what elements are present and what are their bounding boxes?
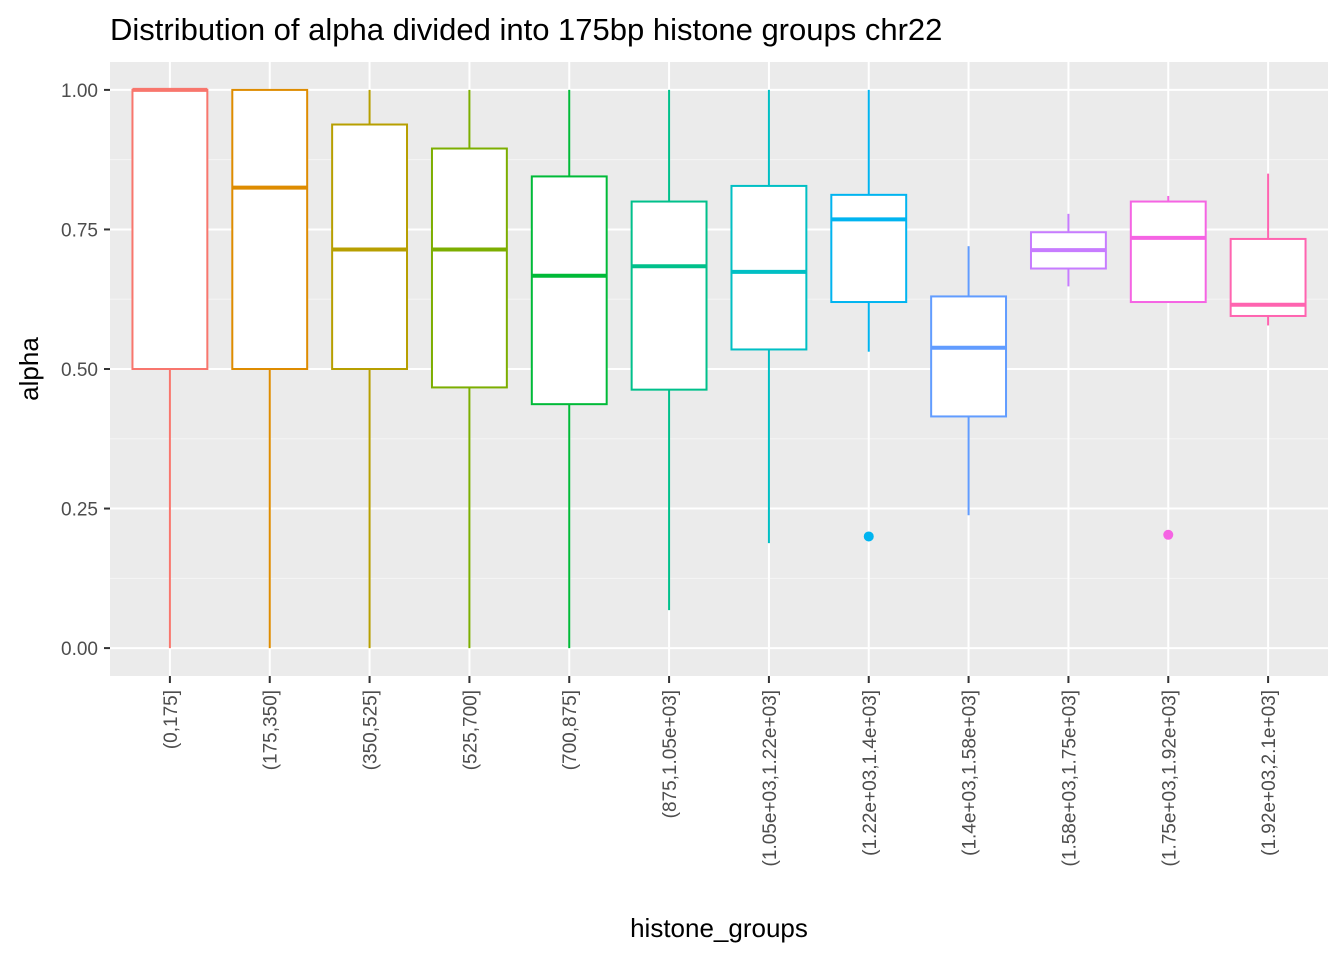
- box-group: [1229, 173, 1307, 326]
- box-group: [131, 87, 209, 649]
- box-group: [930, 246, 1008, 516]
- box-iqr: [1129, 200, 1207, 304]
- outlier-point: [863, 531, 874, 542]
- y-tick-label: 1.00: [61, 81, 98, 102]
- box-iqr: [430, 147, 508, 389]
- x-tick-label: (350,525]: [361, 690, 382, 770]
- box-iqr: [630, 200, 708, 391]
- x-tick-label: (1.4e+03,1.58e+03]: [960, 690, 981, 856]
- chart-title: Distribution of alpha divided into 175bp…: [110, 12, 942, 47]
- x-tick-label: (875,1.05e+03]: [660, 690, 681, 818]
- axes: 0.00 0.25 0.50 0.75 1.00 (0,175] (175,350] (350…: [61, 81, 1280, 867]
- box-group: [630, 89, 708, 611]
- box-group: [530, 89, 608, 649]
- box-iqr: [930, 295, 1008, 418]
- box-group: [1029, 213, 1107, 287]
- y-tick-label: 0.50: [61, 360, 98, 381]
- y-tick-label: 0.75: [61, 220, 98, 241]
- x-tick-label: (1.05e+03,1.22e+03]: [760, 690, 781, 866]
- box-group: [430, 89, 508, 649]
- x-tick-label: (525,700]: [460, 690, 481, 770]
- box-group: [730, 89, 808, 544]
- box-iqr: [730, 184, 808, 351]
- box-group: [231, 88, 309, 649]
- outlier-point: [1163, 529, 1174, 540]
- x-tick-label: (1.75e+03,1.92e+03]: [1159, 690, 1180, 866]
- x-axis-title: histone_groups: [630, 913, 808, 943]
- x-tick-label: (1.92e+03,2.1e+03]: [1259, 690, 1280, 856]
- x-tick-label: (1.58e+03,1.75e+03]: [1059, 690, 1080, 866]
- boxes: [131, 87, 1307, 649]
- box-iqr: [830, 193, 908, 304]
- x-tick-label: (700,875]: [560, 690, 581, 770]
- y-tick-label: 0.25: [61, 500, 98, 521]
- box-iqr: [331, 123, 409, 371]
- y-axis-title: alpha: [14, 337, 44, 401]
- x-tick-label: (175,350]: [261, 690, 282, 770]
- box-group: [1129, 195, 1207, 540]
- box-iqr: [131, 88, 209, 370]
- box-iqr: [231, 88, 309, 370]
- box-iqr: [530, 175, 608, 406]
- box-group: [830, 89, 908, 542]
- x-tick-label: (1.22e+03,1.4e+03]: [860, 690, 881, 856]
- box-group: [331, 89, 409, 649]
- y-tick-label: 0.00: [61, 639, 98, 660]
- x-tick-label: (0,175]: [161, 690, 182, 749]
